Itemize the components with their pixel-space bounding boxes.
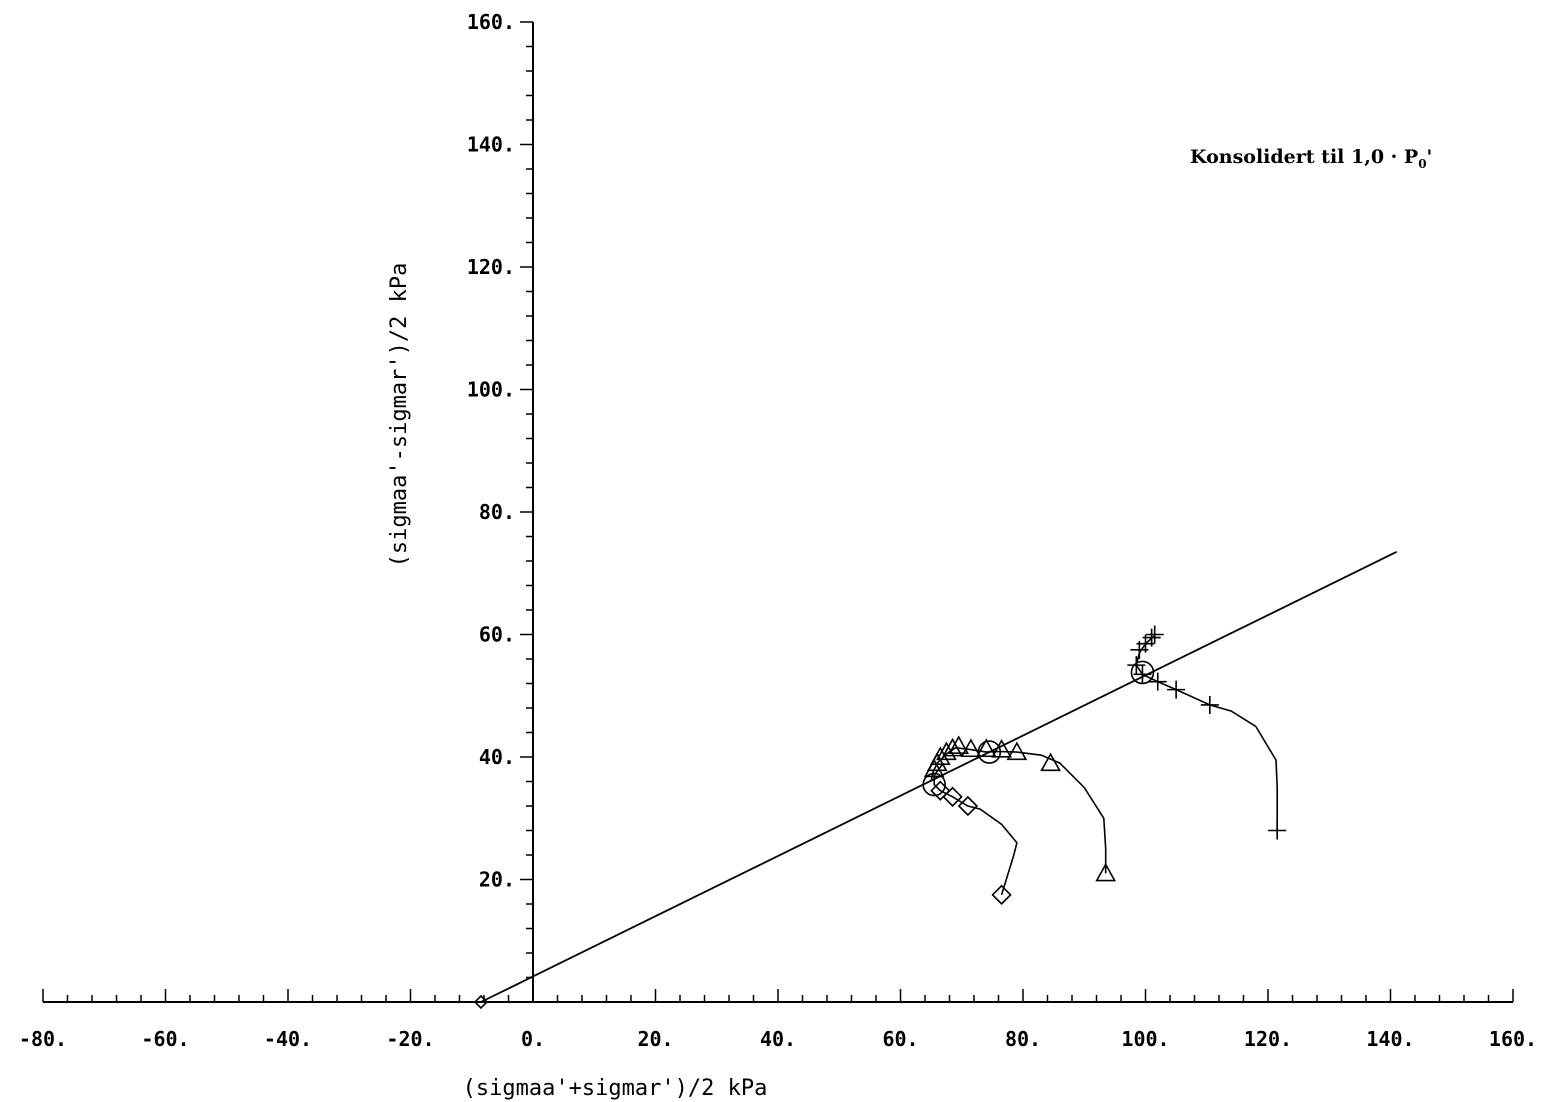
data-point xyxy=(1148,672,1167,691)
x-tick-label: 60. xyxy=(882,1027,918,1051)
stress-path-line xyxy=(930,746,1107,874)
y-tick-label: 20. xyxy=(479,868,515,892)
data-point xyxy=(923,758,945,778)
annotation-subscript: 0 xyxy=(1418,157,1426,171)
data-point xyxy=(960,738,982,758)
y-tick-label: 160. xyxy=(467,10,515,34)
y-tick-label: 140. xyxy=(467,133,515,157)
origin-marker xyxy=(473,994,489,1010)
series-diamond xyxy=(922,762,1018,905)
data-point xyxy=(1200,695,1219,714)
y-tick-label: 120. xyxy=(467,255,515,279)
x-tick-label: -40. xyxy=(264,1027,312,1051)
data-point xyxy=(1040,752,1061,772)
x-axis-title: (sigmaa'+sigmar')/2 kPa xyxy=(463,1076,768,1101)
annotation-suffix: ' xyxy=(1427,146,1433,168)
peak-circle-marker xyxy=(977,740,1002,764)
x-tick-label: 100. xyxy=(1121,1027,1169,1051)
y-tick-label: 40. xyxy=(479,745,515,769)
data-point xyxy=(1095,862,1117,882)
y-axis-title: (sigmaa'-sigmar')/2 kPa xyxy=(387,263,412,568)
data-point xyxy=(957,795,979,817)
x-tick-label: 160. xyxy=(1489,1027,1537,1051)
x-tick-label: -60. xyxy=(141,1027,189,1051)
data-point xyxy=(948,735,970,754)
data-point xyxy=(1268,821,1287,840)
annotation-text: Konsolidert til 1,0 · P xyxy=(1190,146,1418,168)
data-point xyxy=(975,738,997,758)
stress-path-line xyxy=(933,762,1018,896)
data-point xyxy=(991,739,1012,758)
y-tick-label: 80. xyxy=(479,500,515,524)
x-tick-label: 80. xyxy=(1005,1027,1041,1051)
stress-path-line xyxy=(1135,635,1278,831)
data-point xyxy=(1006,741,1028,761)
x-tick-label: 120. xyxy=(1244,1027,1292,1051)
x-tick-label: 40. xyxy=(760,1027,796,1051)
x-tick-label: -80. xyxy=(19,1027,67,1051)
reference-line-group xyxy=(473,551,1398,1010)
data-point xyxy=(930,780,951,801)
data-point xyxy=(1127,656,1146,675)
series-triangle xyxy=(923,735,1117,882)
annotation: Konsolidert til 1,0 · P0' xyxy=(1190,146,1432,171)
series-group xyxy=(922,625,1287,905)
x-tick-label: -20. xyxy=(386,1027,434,1051)
data-point xyxy=(1145,625,1164,644)
ticks xyxy=(42,21,1514,1003)
data-point xyxy=(1167,680,1186,699)
tick-labels: -80. -60. -40. -20. 0. 20. 40. 60. 80. 100. 120. 14… xyxy=(19,10,1537,1051)
y-tick-label: 60. xyxy=(479,623,515,647)
peak-circle-marker xyxy=(922,772,946,797)
peak-circle-marker xyxy=(1130,660,1155,685)
x-tick-label: 140. xyxy=(1366,1027,1414,1051)
y-tick-label: 100. xyxy=(467,378,515,402)
data-point xyxy=(1133,665,1152,684)
x-tick-label: 0. xyxy=(521,1027,545,1051)
series-plus xyxy=(1127,625,1287,840)
data-point xyxy=(991,884,1012,905)
x-tick-label: 20. xyxy=(637,1027,673,1051)
data-point xyxy=(1142,628,1161,647)
